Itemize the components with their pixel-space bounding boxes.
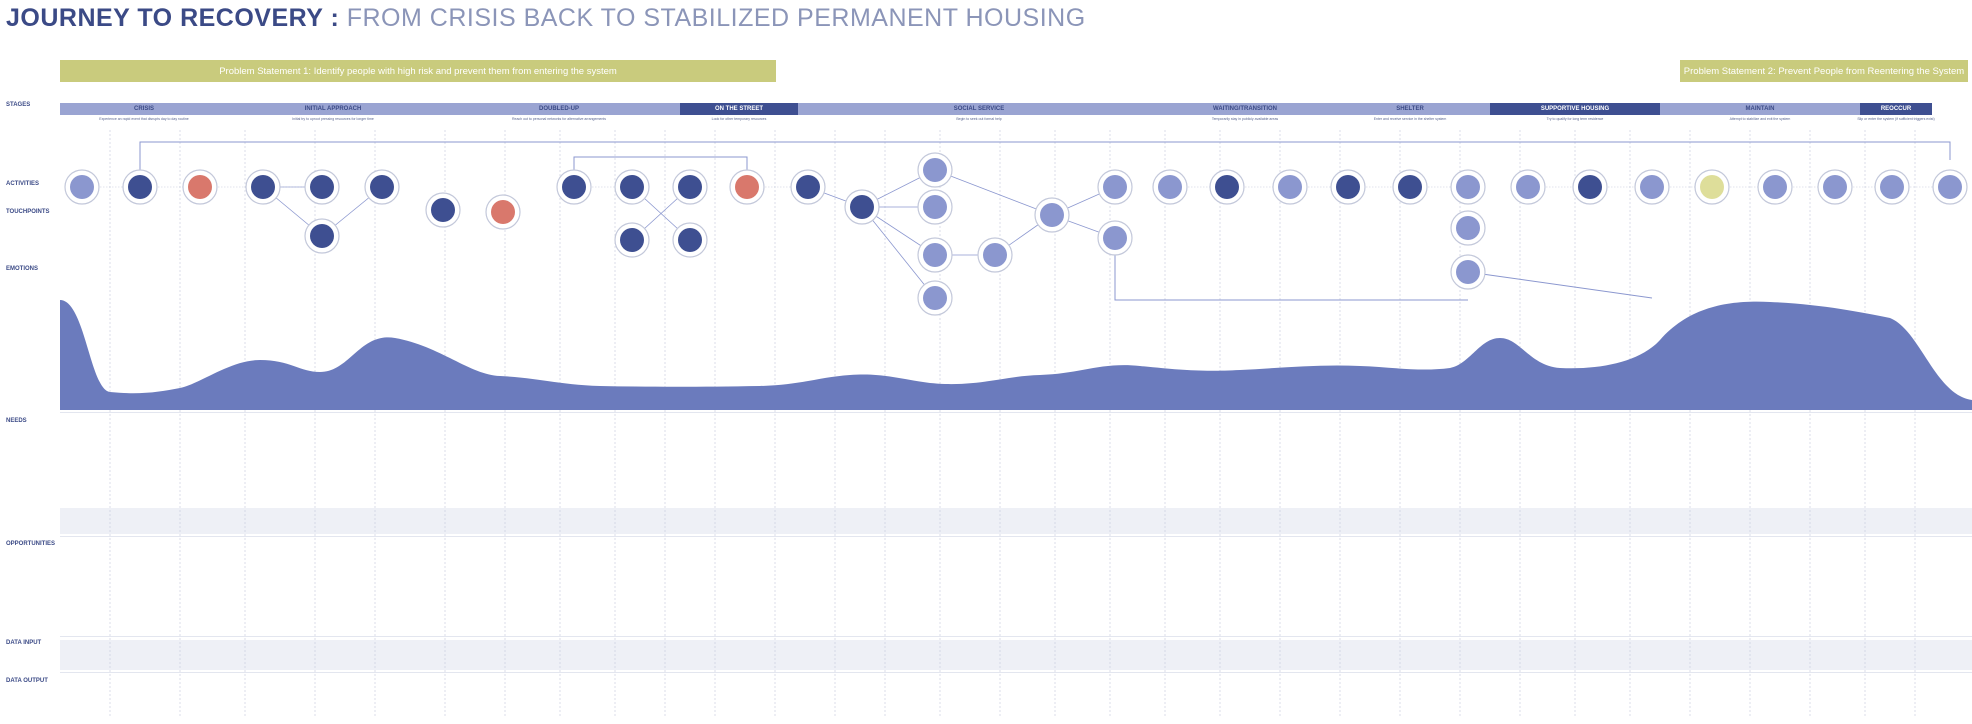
stage-3: ON THE STREET [680,103,798,115]
row-label-activities: ACTIVITIES [6,181,40,187]
problem-statement-1: Problem Statement 1: Identify people wit… [60,60,776,82]
activity-node [1456,260,1480,284]
row-label-opportunities: OPPORTUNITIES [6,541,56,547]
divider [60,536,1972,537]
activity-node [1880,175,1904,199]
row-label-touchpoints: TOUCHPOINTS [6,209,50,215]
activity-node [923,195,947,219]
stage-goal-2: Reach out to personal networks for alter… [512,117,606,121]
stage-goal-3: Look for other temporary resources [711,117,767,121]
activity-node [923,158,947,182]
stage-goal-8: Attempt to stabilize and exit the system [1729,117,1791,121]
activity-node [923,286,947,310]
divider [60,672,1972,673]
activity-node [1215,175,1239,199]
title-bold: JOURNEY TO RECOVERY : [6,4,340,32]
activity-node [1278,175,1302,199]
activity-node [620,228,644,252]
stage-goal-9: Slip or enter the system (if sufficient … [1857,117,1935,121]
activity-node [491,200,515,224]
activity-node [562,175,586,199]
stage-goal-5: Temporarily stay in publicly available a… [1211,117,1279,121]
activity-node [128,175,152,199]
activity-node [678,175,702,199]
activity-node [370,175,394,199]
activity-node [1103,226,1127,250]
stage-5: WAITING/TRANSITION [1160,103,1330,115]
activity-node [70,175,94,199]
activity-node [1456,216,1480,240]
stage-goal-1: Initial try to uproot pressing resources… [292,117,374,121]
activity-node [923,243,947,267]
stage-9: REOCCUR [1860,103,1932,115]
activity-node [735,175,759,199]
row-label-data-input: DATA INPUT [6,640,42,646]
stage-6: SHELTER [1330,103,1490,115]
page-title: JOURNEY TO RECOVERY : FROM CRISIS BACK T… [6,4,1086,33]
data-input-band [60,640,1972,670]
activity-node [1103,175,1127,199]
activity-node [678,228,702,252]
activity-node [983,243,1007,267]
activity-node [796,175,820,199]
stage-goal-6: Enter and receive service in the shelter… [1373,117,1447,121]
problem-statement-2: Problem Statement 2: Prevent People from… [1680,60,1968,82]
activity-node [1823,175,1847,199]
activity-node [310,224,334,248]
stage-0: CRISIS [60,103,228,115]
stage-bar: CRISIS INITIAL APPROACH DOUBLED-UP ON THE S… [60,103,1972,115]
node-connector [934,169,1053,216]
loop-connector [1114,238,1468,301]
node-connector [861,206,936,299]
activity-node [1158,175,1182,199]
stage-goal-7: Try to qualify for long term residence [1546,117,1604,121]
activity-node [251,175,275,199]
stage-goals: Experience an rapid event that disrupts … [60,117,1972,125]
activity-node [1456,175,1480,199]
activity-node [1336,175,1360,199]
emotion-curve [60,300,1972,410]
activity-node [1938,175,1962,199]
activity-node [1700,175,1724,199]
row-label-emotions: EMOTIONS [6,266,39,272]
activity-node [1578,175,1602,199]
activity-node [310,175,334,199]
activity-node [188,175,212,199]
row-label-stages: STAGES [6,102,31,108]
activity-node [1398,175,1422,199]
loop-connector [139,141,1951,187]
row-label-data-output: DATA OUTPUT [6,678,48,684]
divider [60,636,1972,637]
title-rest: FROM CRISIS BACK TO STABILIZED PERMANENT… [346,4,1086,32]
loop-connector [1467,271,1653,299]
stage-8: MAINTAIN [1660,103,1860,115]
stage-7: SUPPORTIVE HOUSING [1490,103,1660,115]
stage-2: DOUBLED-UP [438,103,680,115]
needs-band [60,508,1972,534]
stage-goal-4: Begin to seek out formal help [956,117,1002,121]
activity-node [850,195,874,219]
activity-node [1040,203,1064,227]
activity-node [1516,175,1540,199]
activity-node [1763,175,1787,199]
activity-node [620,175,644,199]
stage-goal-0: Experience an rapid event that disrupts … [99,117,189,121]
stage-4: SOCIAL SERVICE [798,103,1160,115]
divider [60,412,1972,413]
stage-1: INITIAL APPROACH [228,103,438,115]
row-label-needs: NEEDS [6,418,27,424]
activity-node [1640,175,1664,199]
activity-node [431,198,455,222]
loop-connector [573,156,748,187]
